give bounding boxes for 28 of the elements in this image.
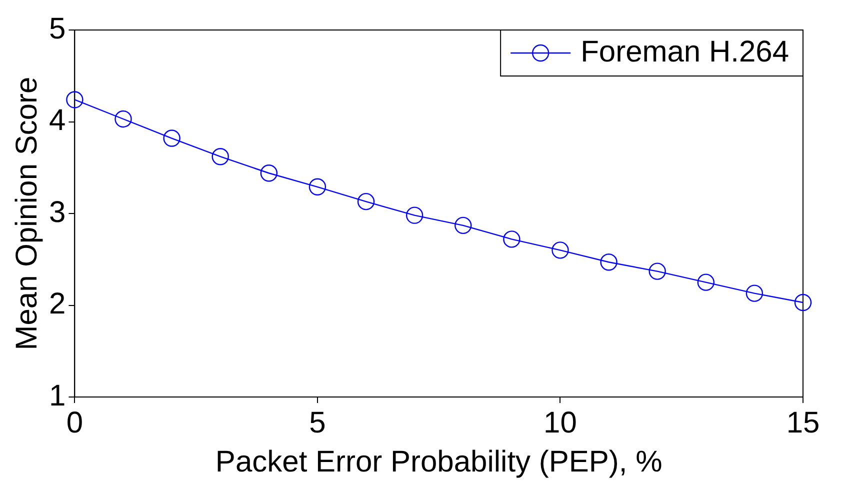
point [406,206,424,224]
y-tick-label: 1 [48,379,66,412]
point [794,294,812,312]
point [503,230,520,248]
y-tick-label: 5 [48,12,66,46]
y-tick-label: 2 [48,288,66,321]
point [552,242,569,259]
point [746,284,764,302]
y-tick-label: 4 [48,104,66,138]
point [114,110,132,128]
x-axis-title: Packet Error Probability (PEP), % [215,445,662,478]
point [212,148,229,166]
point [648,262,666,280]
y-tick-label: 3 [48,196,66,229]
point [260,164,278,182]
x-tick-label: 0 [66,406,84,440]
point [308,178,326,196]
y-axis-title: Mean Opinion Score [10,76,44,350]
legend-label: Foreman H.264 [580,35,790,68]
point [163,130,180,147]
x-tick-label: 15 [786,406,820,440]
point [600,254,618,271]
point [697,274,714,291]
point [66,91,84,108]
x-tick-label: 10 [544,406,577,440]
x-tick-label: 5 [309,406,326,440]
point [357,192,375,210]
point [454,216,472,234]
